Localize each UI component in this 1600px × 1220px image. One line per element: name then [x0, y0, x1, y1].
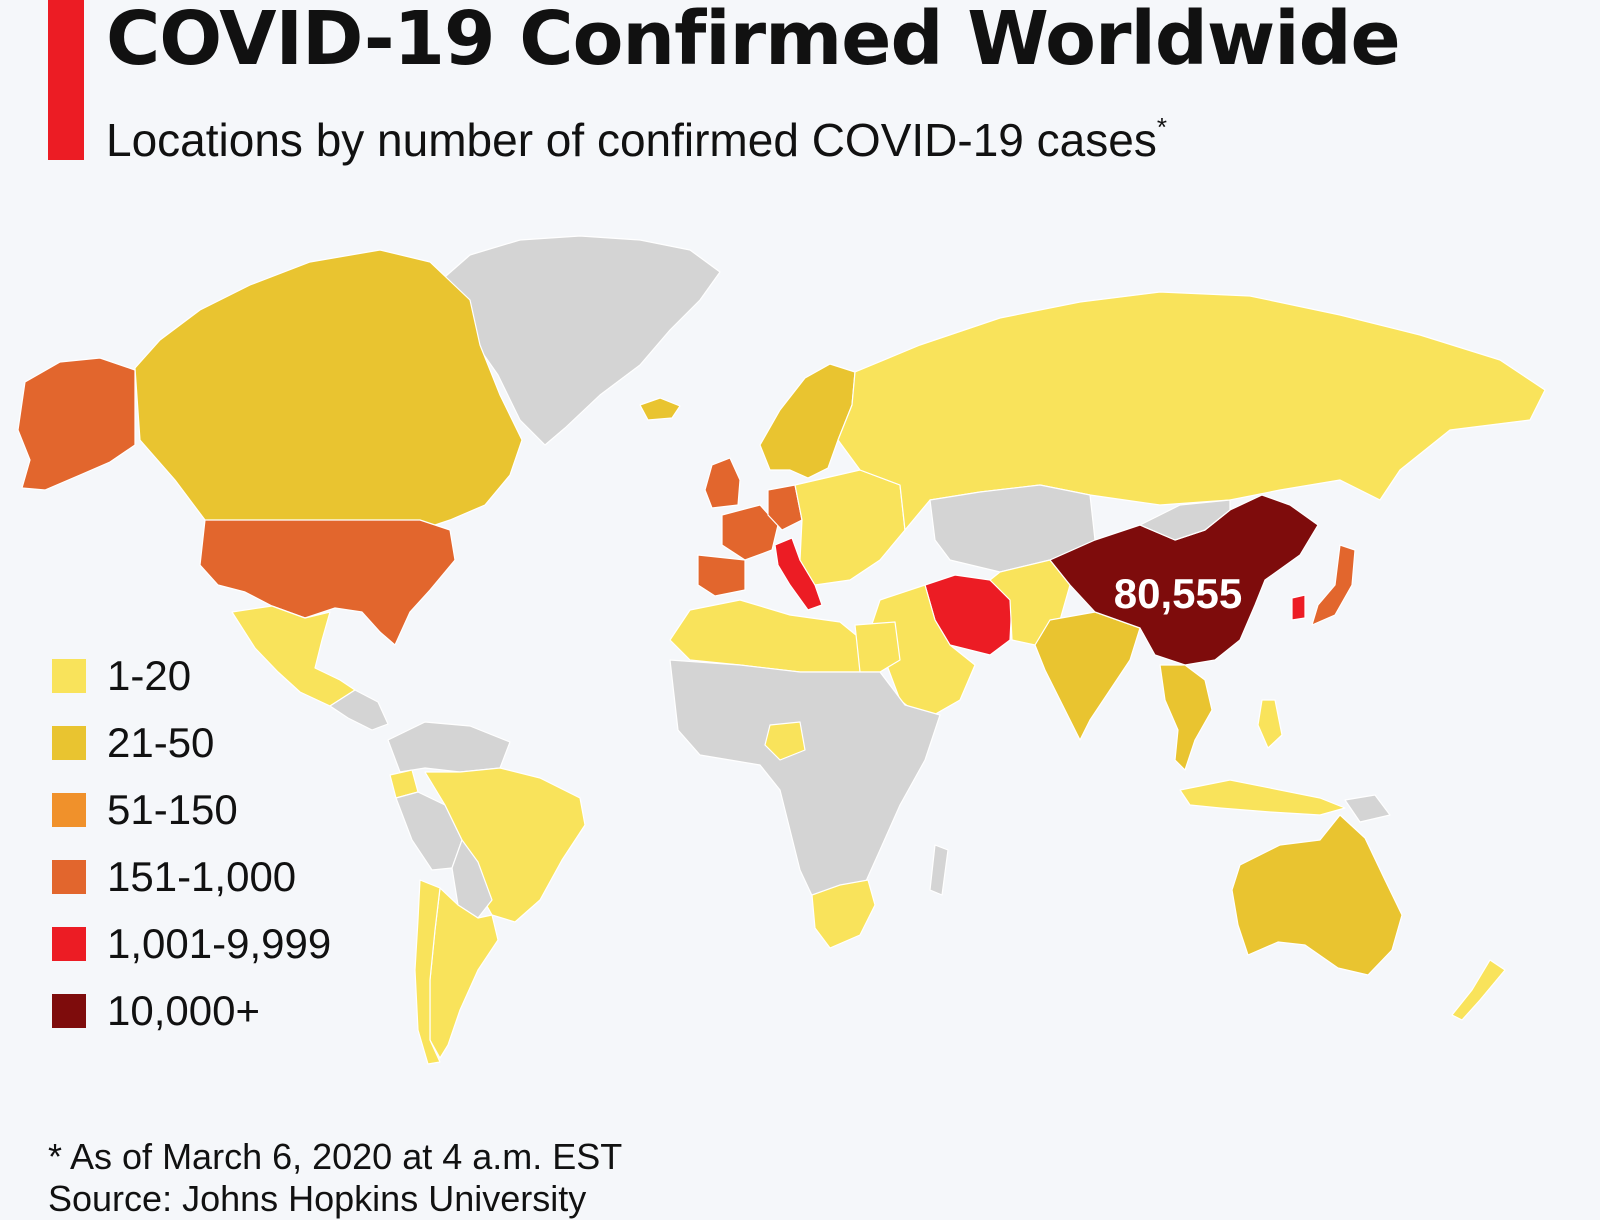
- region-eastern-europe: [794, 469, 906, 586]
- region-nigeria: [764, 721, 806, 761]
- subtitle-text: Locations by number of confirmed COVID-1…: [106, 114, 1157, 166]
- region-south-africa: [811, 879, 876, 949]
- chart-title: COVID-19 Confirmed Worldwide: [106, 0, 1401, 82]
- subtitle-footnote-marker: *: [1156, 112, 1167, 142]
- region-france: [721, 504, 779, 561]
- region-italy: [774, 537, 823, 611]
- region-north-africa: [669, 599, 863, 673]
- footnote: * As of March 6, 2020 at 4 a.m. EST: [48, 1136, 623, 1177]
- legend-label: 151-1,000: [107, 853, 297, 900]
- region-greenland: [429, 235, 721, 446]
- region-new-guinea: [1344, 794, 1391, 823]
- legend-label: 21-50: [107, 719, 215, 766]
- region-africa: [669, 659, 941, 911]
- region-russia: [837, 291, 1546, 531]
- region-united-states: [199, 519, 456, 646]
- region-central-america: [329, 689, 389, 731]
- region-mexico: [231, 605, 356, 707]
- region-philippines: [1257, 699, 1283, 749]
- region-united-kingdom: [704, 457, 741, 509]
- legend-swatch: [52, 659, 86, 693]
- world-map: 80,555: [17, 235, 1546, 1065]
- region-indonesia: [1179, 779, 1346, 816]
- region-southeast-asia: [1159, 664, 1213, 771]
- legend-swatch: [52, 927, 86, 961]
- accent-bar: [48, 0, 84, 160]
- region-mongolia: [1139, 499, 1231, 541]
- china-case-count-label: 80,555: [1114, 570, 1242, 617]
- region-japan: [1311, 544, 1356, 626]
- legend-swatch: [52, 793, 86, 827]
- legend-swatch: [52, 994, 86, 1028]
- region-chile: [414, 879, 441, 1065]
- legend-label: 10,000+: [107, 987, 260, 1034]
- map-labels: 80,555: [1114, 570, 1242, 617]
- region-new-zealand: [1451, 959, 1506, 1021]
- region-germany: [767, 484, 803, 531]
- region-south-korea: [1291, 594, 1306, 621]
- region-iceland: [639, 397, 681, 421]
- region-colombia-venezuela: [387, 721, 511, 773]
- region-argentina: [429, 887, 499, 1059]
- region-spain: [697, 554, 746, 597]
- region-madagascar: [929, 844, 949, 896]
- legend-label: 51-150: [107, 786, 238, 833]
- legend-swatch: [52, 726, 86, 760]
- chart-subtitle: Locations by number of confirmed COVID-1…: [106, 112, 1167, 168]
- region-alaska: [17, 357, 136, 491]
- region-scandinavia: [759, 363, 856, 479]
- legend-label: 1-20: [107, 652, 192, 699]
- region-india: [1034, 611, 1141, 741]
- region-egypt: [854, 621, 901, 673]
- region-australia: [1231, 814, 1403, 976]
- source-note: Source: Johns Hopkins University: [48, 1178, 587, 1219]
- legend-label: 1,001-9,999: [107, 920, 332, 967]
- legend-swatch: [52, 860, 86, 894]
